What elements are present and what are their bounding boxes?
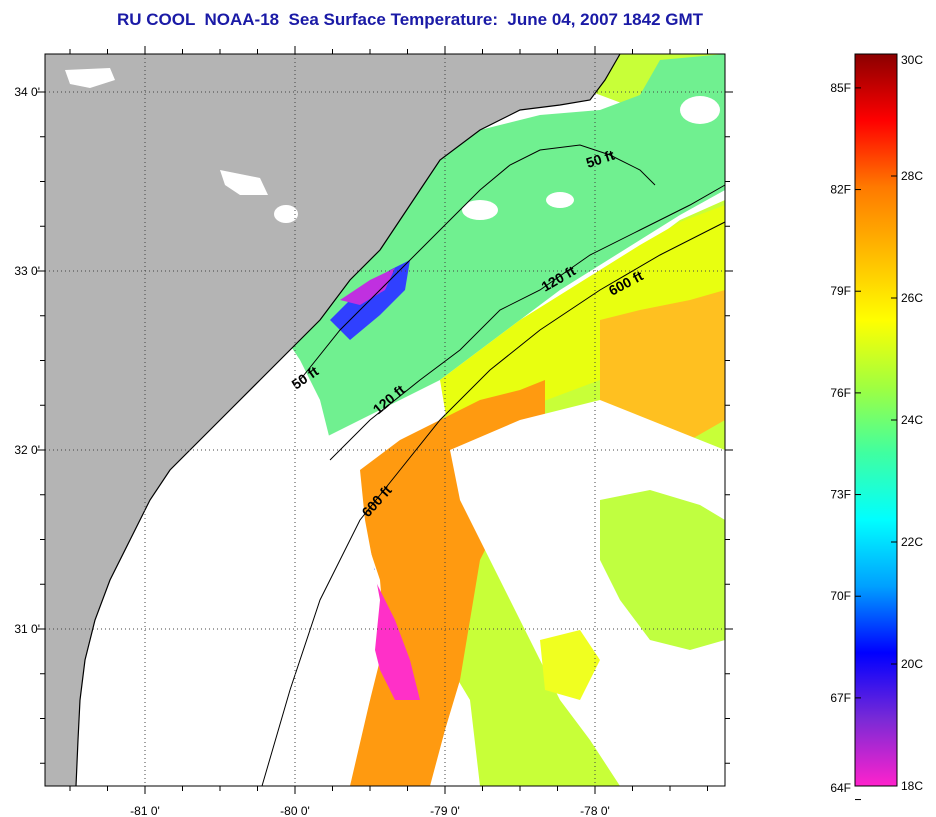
sst-yellow-band — [440, 205, 725, 440]
inland-cloud-1 — [65, 68, 115, 88]
cloud-small-3 — [680, 96, 720, 124]
isobath-120ft — [329, 184, 726, 461]
lon-tick-label: -80 0' — [280, 804, 310, 817]
sst-offshore-patch — [600, 490, 725, 650]
axis-labels: -81 0' -80 0' -79 0' -78 0' 34 0' 33 0' 32 0' 3… — [14, 85, 609, 817]
land-coastline — [75, 53, 621, 787]
isobath-600ft — [261, 221, 726, 787]
lon-tick-label: -79 0' — [430, 804, 460, 817]
chart-title: RU COOL NOAA-18 Sea Surface Temperature:… — [116, 10, 704, 29]
lat-tick-label: 34 0' — [14, 85, 40, 99]
sst-gulf-stream-east — [600, 290, 725, 450]
lat-tick-label: 33 0' — [14, 264, 40, 278]
cloud-mid-shelf — [256, 470, 380, 786]
land-mass — [45, 54, 620, 786]
isobath-50ft — [299, 144, 656, 381]
lat-tick-label: 31 0' — [14, 622, 40, 636]
lon-tick-label: -81 0' — [130, 804, 160, 817]
axis-ticks — [37, 46, 733, 794]
sst-offshore-patch-2 — [540, 630, 600, 700]
sst-cold-nearshore-2 — [340, 268, 395, 305]
inland-cloud-3 — [274, 205, 298, 223]
sst-nearshore-green — [290, 54, 725, 460]
inland-cloud-2 — [220, 170, 268, 195]
graticule — [45, 54, 725, 786]
lon-tick-label: -78 0' — [580, 804, 610, 817]
map-border — [44, 53, 726, 787]
cloud-small-2 — [546, 192, 574, 208]
cloud-small-1 — [462, 200, 498, 220]
lat-tick-label: 32 0' — [14, 443, 40, 457]
